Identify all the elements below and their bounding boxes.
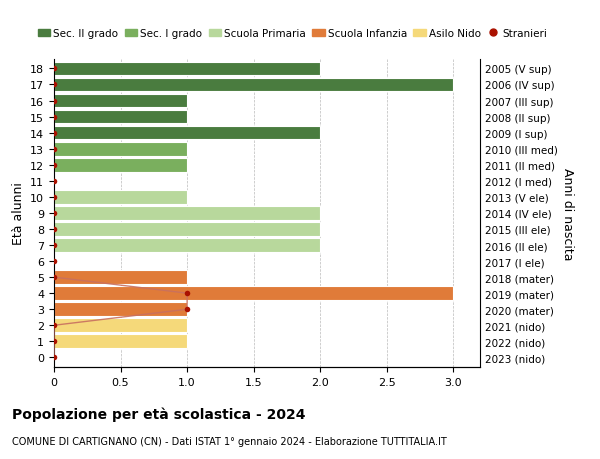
Bar [54, 239, 320, 252]
Bar [54, 78, 454, 92]
Text: COMUNE DI CARTIGNANO (CN) - Dati ISTAT 1° gennaio 2024 - Elaborazione TUTTITALIA: COMUNE DI CARTIGNANO (CN) - Dati ISTAT 1… [12, 436, 447, 446]
Bar [54, 287, 454, 300]
Bar [54, 319, 187, 332]
Bar [54, 111, 187, 124]
Bar [54, 158, 187, 172]
Bar [54, 95, 187, 108]
Bar [54, 62, 320, 76]
Y-axis label: Età alunni: Età alunni [11, 182, 25, 245]
Bar [54, 303, 187, 316]
Text: Popolazione per età scolastica - 2024: Popolazione per età scolastica - 2024 [12, 406, 305, 421]
Bar [54, 190, 187, 204]
Legend: Sec. II grado, Sec. I grado, Scuola Primaria, Scuola Infanzia, Asilo Nido, Stran: Sec. II grado, Sec. I grado, Scuola Prim… [34, 25, 552, 43]
Bar [54, 223, 320, 236]
Bar [54, 335, 187, 348]
Bar [54, 143, 187, 156]
Bar [54, 127, 320, 140]
Y-axis label: Anni di nascita: Anni di nascita [562, 167, 574, 260]
Bar [54, 207, 320, 220]
Bar [54, 271, 187, 284]
